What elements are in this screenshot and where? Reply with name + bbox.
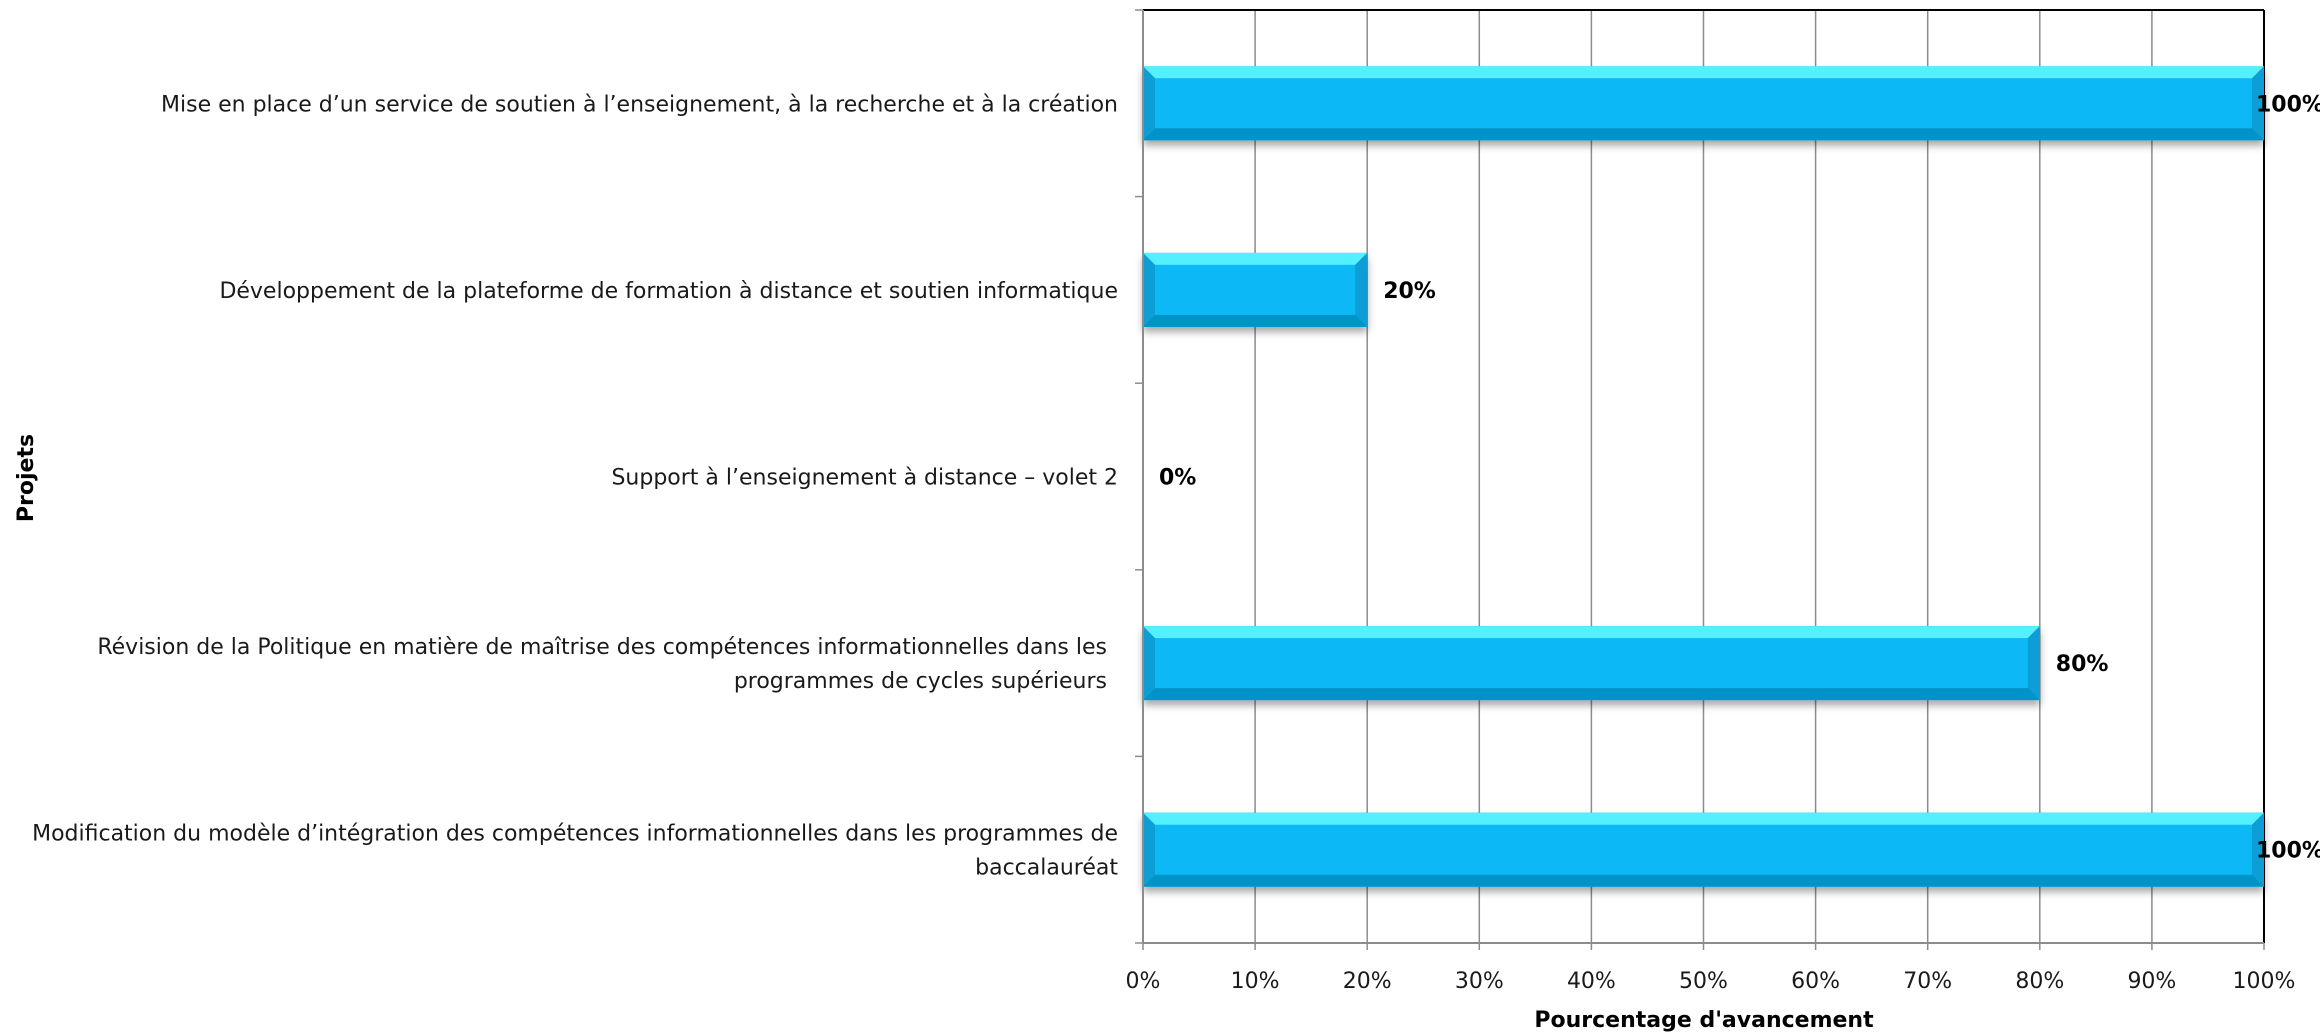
bar bbox=[1143, 626, 2040, 701]
data-label: 100% bbox=[2256, 839, 2320, 864]
x-tick-label: 10% bbox=[1231, 969, 1280, 994]
x-tick-label: 40% bbox=[1567, 969, 1616, 994]
bar-bevel-left bbox=[1143, 66, 1155, 141]
bar-bevel-bottom bbox=[1143, 128, 2264, 141]
y-category-label-line: Modification du modèle d’intégration des… bbox=[32, 822, 1118, 847]
gridlines bbox=[1254, 10, 2265, 943]
x-tick-label: 70% bbox=[1903, 969, 1952, 994]
x-tick-label: 30% bbox=[1455, 969, 1504, 994]
bar-bevel-top bbox=[1143, 252, 1368, 265]
y-category-label: Révision de la Politique en matière de m… bbox=[97, 635, 1107, 694]
bar-face bbox=[1143, 252, 1368, 327]
data-label: 100% bbox=[2256, 92, 2320, 117]
data-label: 0% bbox=[1159, 466, 1196, 491]
bar-face bbox=[1143, 812, 2264, 887]
x-tick-label: 20% bbox=[1343, 969, 1392, 994]
y-category-label-line: programmes de cycles supérieurs bbox=[734, 669, 1107, 694]
bar-face bbox=[1143, 66, 2264, 141]
y-category-label: Développement de la plateforme de format… bbox=[219, 279, 1118, 304]
y-category-label-line: Révision de la Politique en matière de m… bbox=[97, 635, 1107, 660]
x-axis-title: Pourcentage d'avancement bbox=[1534, 1008, 1874, 1033]
y-category-label-line: Mise en place d’un service de soutien à … bbox=[161, 92, 1118, 117]
bar-bevel-right bbox=[2252, 812, 2264, 887]
data-label: 20% bbox=[1383, 279, 1436, 304]
bar-bevel-top bbox=[1143, 812, 2264, 825]
x-tick-label: 90% bbox=[2127, 969, 2176, 994]
axes bbox=[1135, 9, 2265, 950]
labels: 0% 10% 20% 30% 40% 50% 60% 70% 80% 90% 100% 100% Mis… bbox=[32, 92, 2320, 994]
bars bbox=[1143, 66, 2264, 887]
bar-bevel-right bbox=[1355, 252, 1368, 327]
bar-bevel-left bbox=[1143, 812, 1155, 887]
bar-bevel-top bbox=[1143, 626, 2040, 639]
bar bbox=[1143, 812, 2264, 887]
bar-bevel-right bbox=[2027, 626, 2040, 701]
x-tick-label: 0% bbox=[1126, 969, 1161, 994]
bar-bevel-right bbox=[2252, 66, 2264, 141]
x-tick-label: 80% bbox=[2015, 969, 2064, 994]
data-label: 80% bbox=[2056, 652, 2109, 677]
x-tick-label: 100% bbox=[2233, 969, 2296, 994]
y-category-label-line: Développement de la plateforme de format… bbox=[219, 279, 1118, 304]
bar-bevel-bottom bbox=[1143, 314, 1368, 327]
bar bbox=[1143, 252, 1368, 327]
bar-bevel-bottom bbox=[1143, 874, 2264, 887]
y-category-label: Mise en place d’un service de soutien à … bbox=[161, 92, 1118, 117]
y-category-label-line: Support à l’enseignement à distance – vo… bbox=[611, 466, 1118, 491]
y-category-label: Support à l’enseignement à distance – vo… bbox=[611, 466, 1118, 491]
x-tick-label: 50% bbox=[1679, 969, 1728, 994]
bar-bevel-bottom bbox=[1143, 688, 2040, 701]
bar-bevel-top bbox=[1143, 66, 2264, 79]
bar-bevel-left bbox=[1143, 252, 1155, 327]
bar bbox=[1143, 66, 2264, 141]
bar-bevel-left bbox=[1143, 626, 1155, 701]
y-category-label-line: baccalauréat bbox=[975, 856, 1118, 881]
y-axis-title: Projets bbox=[14, 434, 39, 522]
bar-face bbox=[1143, 626, 2040, 701]
x-tick-label: 60% bbox=[1791, 969, 1840, 994]
y-category-label: Modification du modèle d’intégration des… bbox=[32, 822, 1118, 881]
